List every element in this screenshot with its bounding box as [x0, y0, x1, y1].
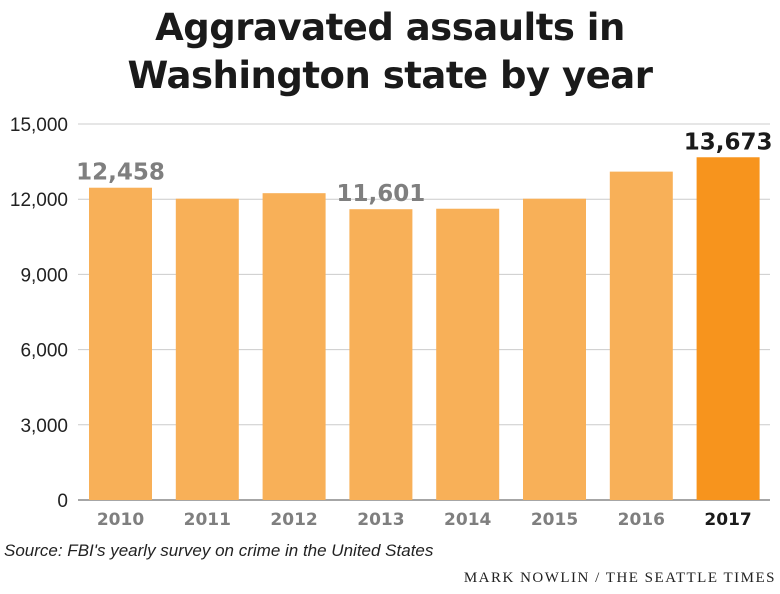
credit-line: MARK NOWLIN / THE SEATTLE TIMES	[463, 570, 776, 586]
data-label: 13,673	[684, 129, 773, 155]
bar	[262, 193, 326, 500]
y-tick-label: 3,000	[20, 416, 68, 437]
x-tick-label: 2017	[704, 510, 751, 530]
bar	[436, 208, 500, 500]
bar	[696, 157, 760, 500]
bar	[609, 171, 673, 501]
data-label: 11,601	[337, 181, 426, 207]
bars	[89, 157, 760, 501]
y-tick-label: 15,000	[10, 115, 68, 136]
y-tick-label: 9,000	[20, 265, 68, 286]
y-tick-label: 6,000	[20, 341, 68, 362]
bar	[89, 187, 152, 500]
y-tick-label: 12,000	[10, 190, 68, 211]
chart-title-line-2: Washington state by year	[127, 54, 653, 97]
bar	[523, 198, 586, 500]
x-tick-label: 2010	[97, 510, 144, 530]
x-tick-label: 2012	[270, 510, 317, 530]
x-tick-label: 2016	[618, 510, 665, 530]
x-axis-tick-labels: 2010 2011 2012 2013 2014 2015 2016 2017	[97, 510, 752, 530]
x-tick-label: 2011	[184, 510, 231, 530]
data-label: 12,458	[76, 160, 165, 186]
chart-title: Aggravated assaults in Washington state …	[0, 4, 780, 100]
data-labels: 12,458 11,601 13,673	[76, 129, 772, 207]
x-tick-label: 2014	[444, 510, 491, 530]
x-tick-label: 2013	[357, 510, 404, 530]
x-tick-label: 2015	[531, 510, 578, 530]
y-tick-label: 0	[57, 491, 68, 512]
bar	[349, 209, 413, 500]
bar	[175, 198, 239, 500]
chart-title-line-1: Aggravated assaults in	[155, 6, 625, 49]
y-axis-tick-labels: 0 3,000 6,000 9,000 12,000 15,000	[10, 115, 68, 512]
source-note: Source: FBI's yearly survey on crime in …	[4, 541, 434, 560]
